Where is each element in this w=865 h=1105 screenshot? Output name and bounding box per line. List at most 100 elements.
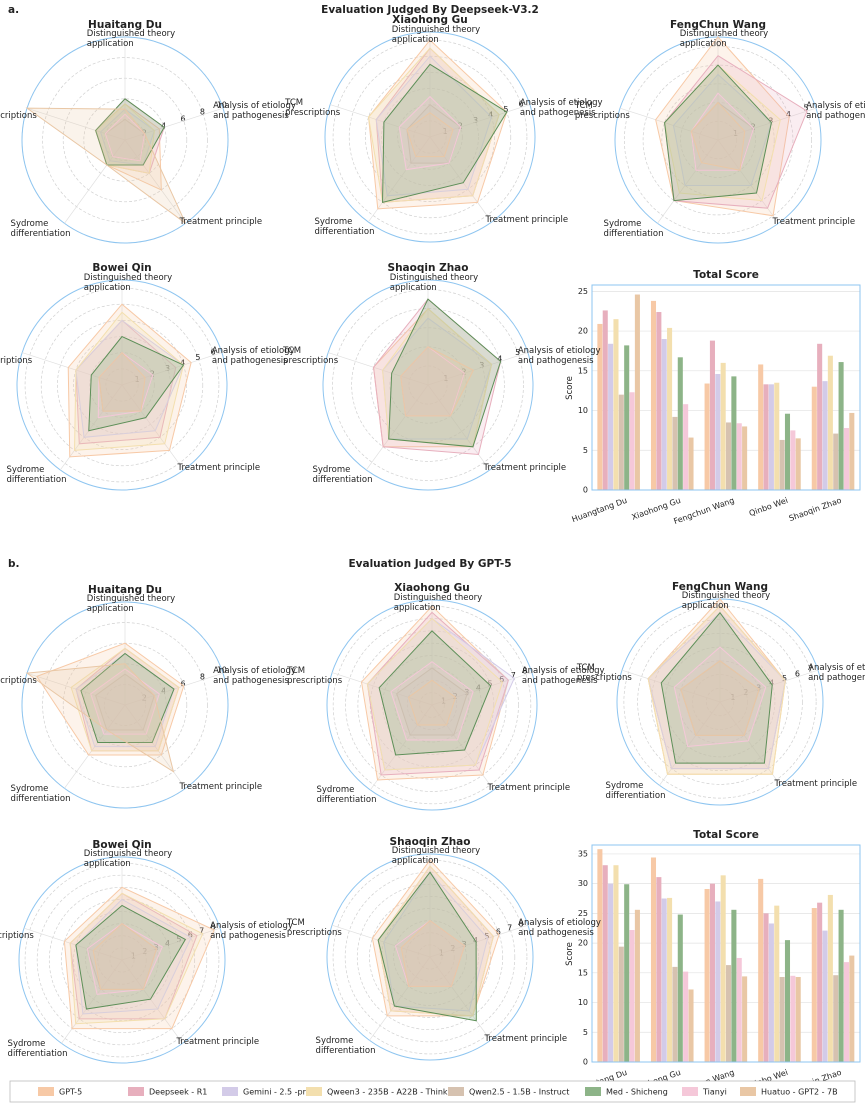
plot-frame xyxy=(591,844,861,1063)
radar-series xyxy=(690,101,746,171)
r-tick-label: 4 xyxy=(769,679,774,688)
grid-circle xyxy=(57,320,187,450)
r-tick-label: 6 xyxy=(181,679,186,688)
grid-circle xyxy=(661,83,775,197)
bar xyxy=(790,975,796,1062)
x-tick-label: Shaoqin Zhao xyxy=(788,496,843,523)
spoke xyxy=(657,139,719,224)
axis-label: Sydrome differentiation xyxy=(605,780,666,801)
radar-series xyxy=(92,922,158,990)
chart-title: Total Score xyxy=(693,269,759,281)
bar xyxy=(656,877,662,1062)
bar xyxy=(618,394,624,490)
bar xyxy=(624,884,630,1062)
r-tick-label: 1 xyxy=(730,693,735,702)
radar-series xyxy=(75,904,187,1010)
radar-series xyxy=(104,113,146,162)
r-tick-label: 8 xyxy=(519,919,524,928)
y-tick-label: 15 xyxy=(578,366,588,375)
y-axis-label: Score xyxy=(565,941,575,966)
grid-circle xyxy=(408,365,448,405)
panel-label: a. xyxy=(8,4,20,16)
r-tick-label: 5 xyxy=(803,103,808,112)
radar-series xyxy=(74,311,185,451)
grid-circle xyxy=(97,935,147,985)
legend-label: Huatuo - GPT2 - 7B xyxy=(761,1088,838,1097)
grid-circle xyxy=(357,630,507,780)
bar xyxy=(661,339,667,490)
y-tick-label: 20 xyxy=(578,327,588,336)
radar-series xyxy=(382,317,493,440)
chart-title: Total Score xyxy=(693,829,759,841)
bar xyxy=(677,914,683,1062)
bar xyxy=(843,962,849,1062)
radar-series xyxy=(99,108,155,166)
axis-label: Sydrome differentiation xyxy=(10,218,71,239)
radar-series xyxy=(406,112,454,158)
axis-label: TCM prescriptions xyxy=(576,663,632,684)
legend-label: Qwen2.5 - 1.5B - Instruct xyxy=(469,1088,569,1097)
axis-label: Analysis of etiology and pathogenesis xyxy=(808,663,865,684)
panel-label: b. xyxy=(8,558,20,570)
axis-label: Analysis of etiology and pathogenesis xyxy=(521,665,605,686)
axis-label: Distinguished theory application xyxy=(391,24,481,45)
radar-title: FengChun Wang xyxy=(672,581,768,593)
grid-circle xyxy=(405,932,455,982)
radar-series xyxy=(88,335,185,432)
legend-swatch xyxy=(222,1087,238,1096)
axis-label: Treatment principle xyxy=(484,1033,568,1044)
axis-label: Sydrome differentiation xyxy=(315,1035,376,1056)
spoke xyxy=(121,927,221,961)
radar-title: FengChun Wang xyxy=(670,19,766,31)
legend-label: Gemini - 2.5 -pro xyxy=(243,1088,311,1097)
bar xyxy=(838,909,844,1062)
axis-label: Treatment principle xyxy=(774,778,858,789)
r-tick-label: 7 xyxy=(199,926,204,935)
legend-label: Med - Shicheng xyxy=(606,1088,668,1097)
spoke xyxy=(429,104,530,138)
y-tick-label: 0 xyxy=(583,1058,588,1067)
bar xyxy=(822,381,828,490)
bar xyxy=(726,965,732,1062)
y-tick-label: 5 xyxy=(583,1028,588,1037)
axis-label: Analysis of etiology and pathogenesis xyxy=(519,97,603,118)
r-tick-label: 3 xyxy=(768,116,773,125)
axis-label: TCM prescriptions xyxy=(574,101,630,122)
bar xyxy=(811,908,817,1062)
spoke xyxy=(431,704,495,791)
spoke xyxy=(367,136,431,223)
bar xyxy=(597,849,603,1062)
radar-series xyxy=(98,351,146,412)
radar-series xyxy=(390,661,474,741)
r-tick-label: 2 xyxy=(142,693,147,702)
radar-title: Bowei Qin xyxy=(92,839,152,851)
radar-series xyxy=(388,298,502,448)
spoke xyxy=(23,927,123,961)
axis-label: Sydrome differentiation xyxy=(314,217,375,238)
legend-swatch xyxy=(306,1087,322,1096)
bar xyxy=(650,300,657,490)
bar xyxy=(795,438,801,490)
grid-circle xyxy=(83,663,167,747)
grid-circle xyxy=(650,632,790,772)
r-tick-label: 5 xyxy=(487,679,492,688)
bar xyxy=(629,930,635,1062)
bar xyxy=(634,294,640,490)
radar-title: Huaitang Du xyxy=(88,19,162,31)
axis-label: Distinguished theory application xyxy=(389,272,479,293)
spoke xyxy=(659,701,721,786)
bar xyxy=(822,930,828,1062)
bar xyxy=(758,878,764,1062)
r-tick-label: 6 xyxy=(499,675,504,684)
bar xyxy=(624,345,630,490)
r-tick-label: 6 xyxy=(795,669,800,678)
axis-label: Analysis of etiology and pathogenesis xyxy=(518,918,601,939)
spoke xyxy=(431,672,532,706)
bar xyxy=(795,976,801,1062)
axis-label: Distinguished theory application xyxy=(86,594,176,615)
axis-label: Treatment principle xyxy=(179,781,263,792)
r-tick-label: 7 xyxy=(507,923,512,932)
bar xyxy=(602,865,608,1062)
axis-label: TCM prescriptions xyxy=(0,111,37,122)
spoke xyxy=(331,924,431,958)
